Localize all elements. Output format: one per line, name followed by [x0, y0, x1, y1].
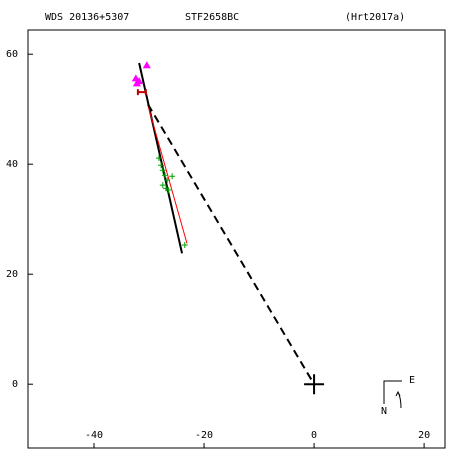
measurement-point [155, 155, 162, 162]
measurement-point [181, 242, 188, 249]
y-tick-label: 20 [6, 269, 18, 280]
x-tick-label: 0 [311, 430, 317, 441]
plot-frame [27, 29, 446, 449]
primary-star [304, 374, 325, 395]
x-tick-label: -40 [85, 430, 103, 441]
chart-title: (Hrt2017a) [345, 12, 405, 23]
measurement-point [159, 167, 166, 174]
compass-label: N [381, 406, 387, 417]
y-tick-label: 0 [12, 379, 18, 390]
measurement-point [165, 187, 172, 194]
measurement-point [169, 173, 176, 180]
chart-title: STF2658BC [185, 12, 239, 23]
measurement-point [142, 61, 151, 69]
compass-axes [383, 380, 402, 404]
chart-title: WDS 20136+5307 [45, 12, 129, 23]
x-tick-label: 20 [418, 430, 430, 441]
compass: N E [381, 375, 415, 417]
measurement-point [164, 177, 171, 184]
measurement-point [135, 77, 144, 85]
measurement-point [161, 172, 168, 179]
measurement-point [159, 182, 166, 189]
x-tick-label: -20 [195, 430, 213, 441]
measurement-point [158, 162, 165, 169]
measurement-point [136, 89, 147, 96]
orbit-line [147, 103, 315, 385]
compass-arrow [395, 390, 402, 409]
orbit-line [147, 105, 188, 244]
y-tick-label: 40 [6, 159, 18, 170]
y-tick-label: 60 [6, 49, 18, 60]
compass-label: E [409, 375, 415, 386]
